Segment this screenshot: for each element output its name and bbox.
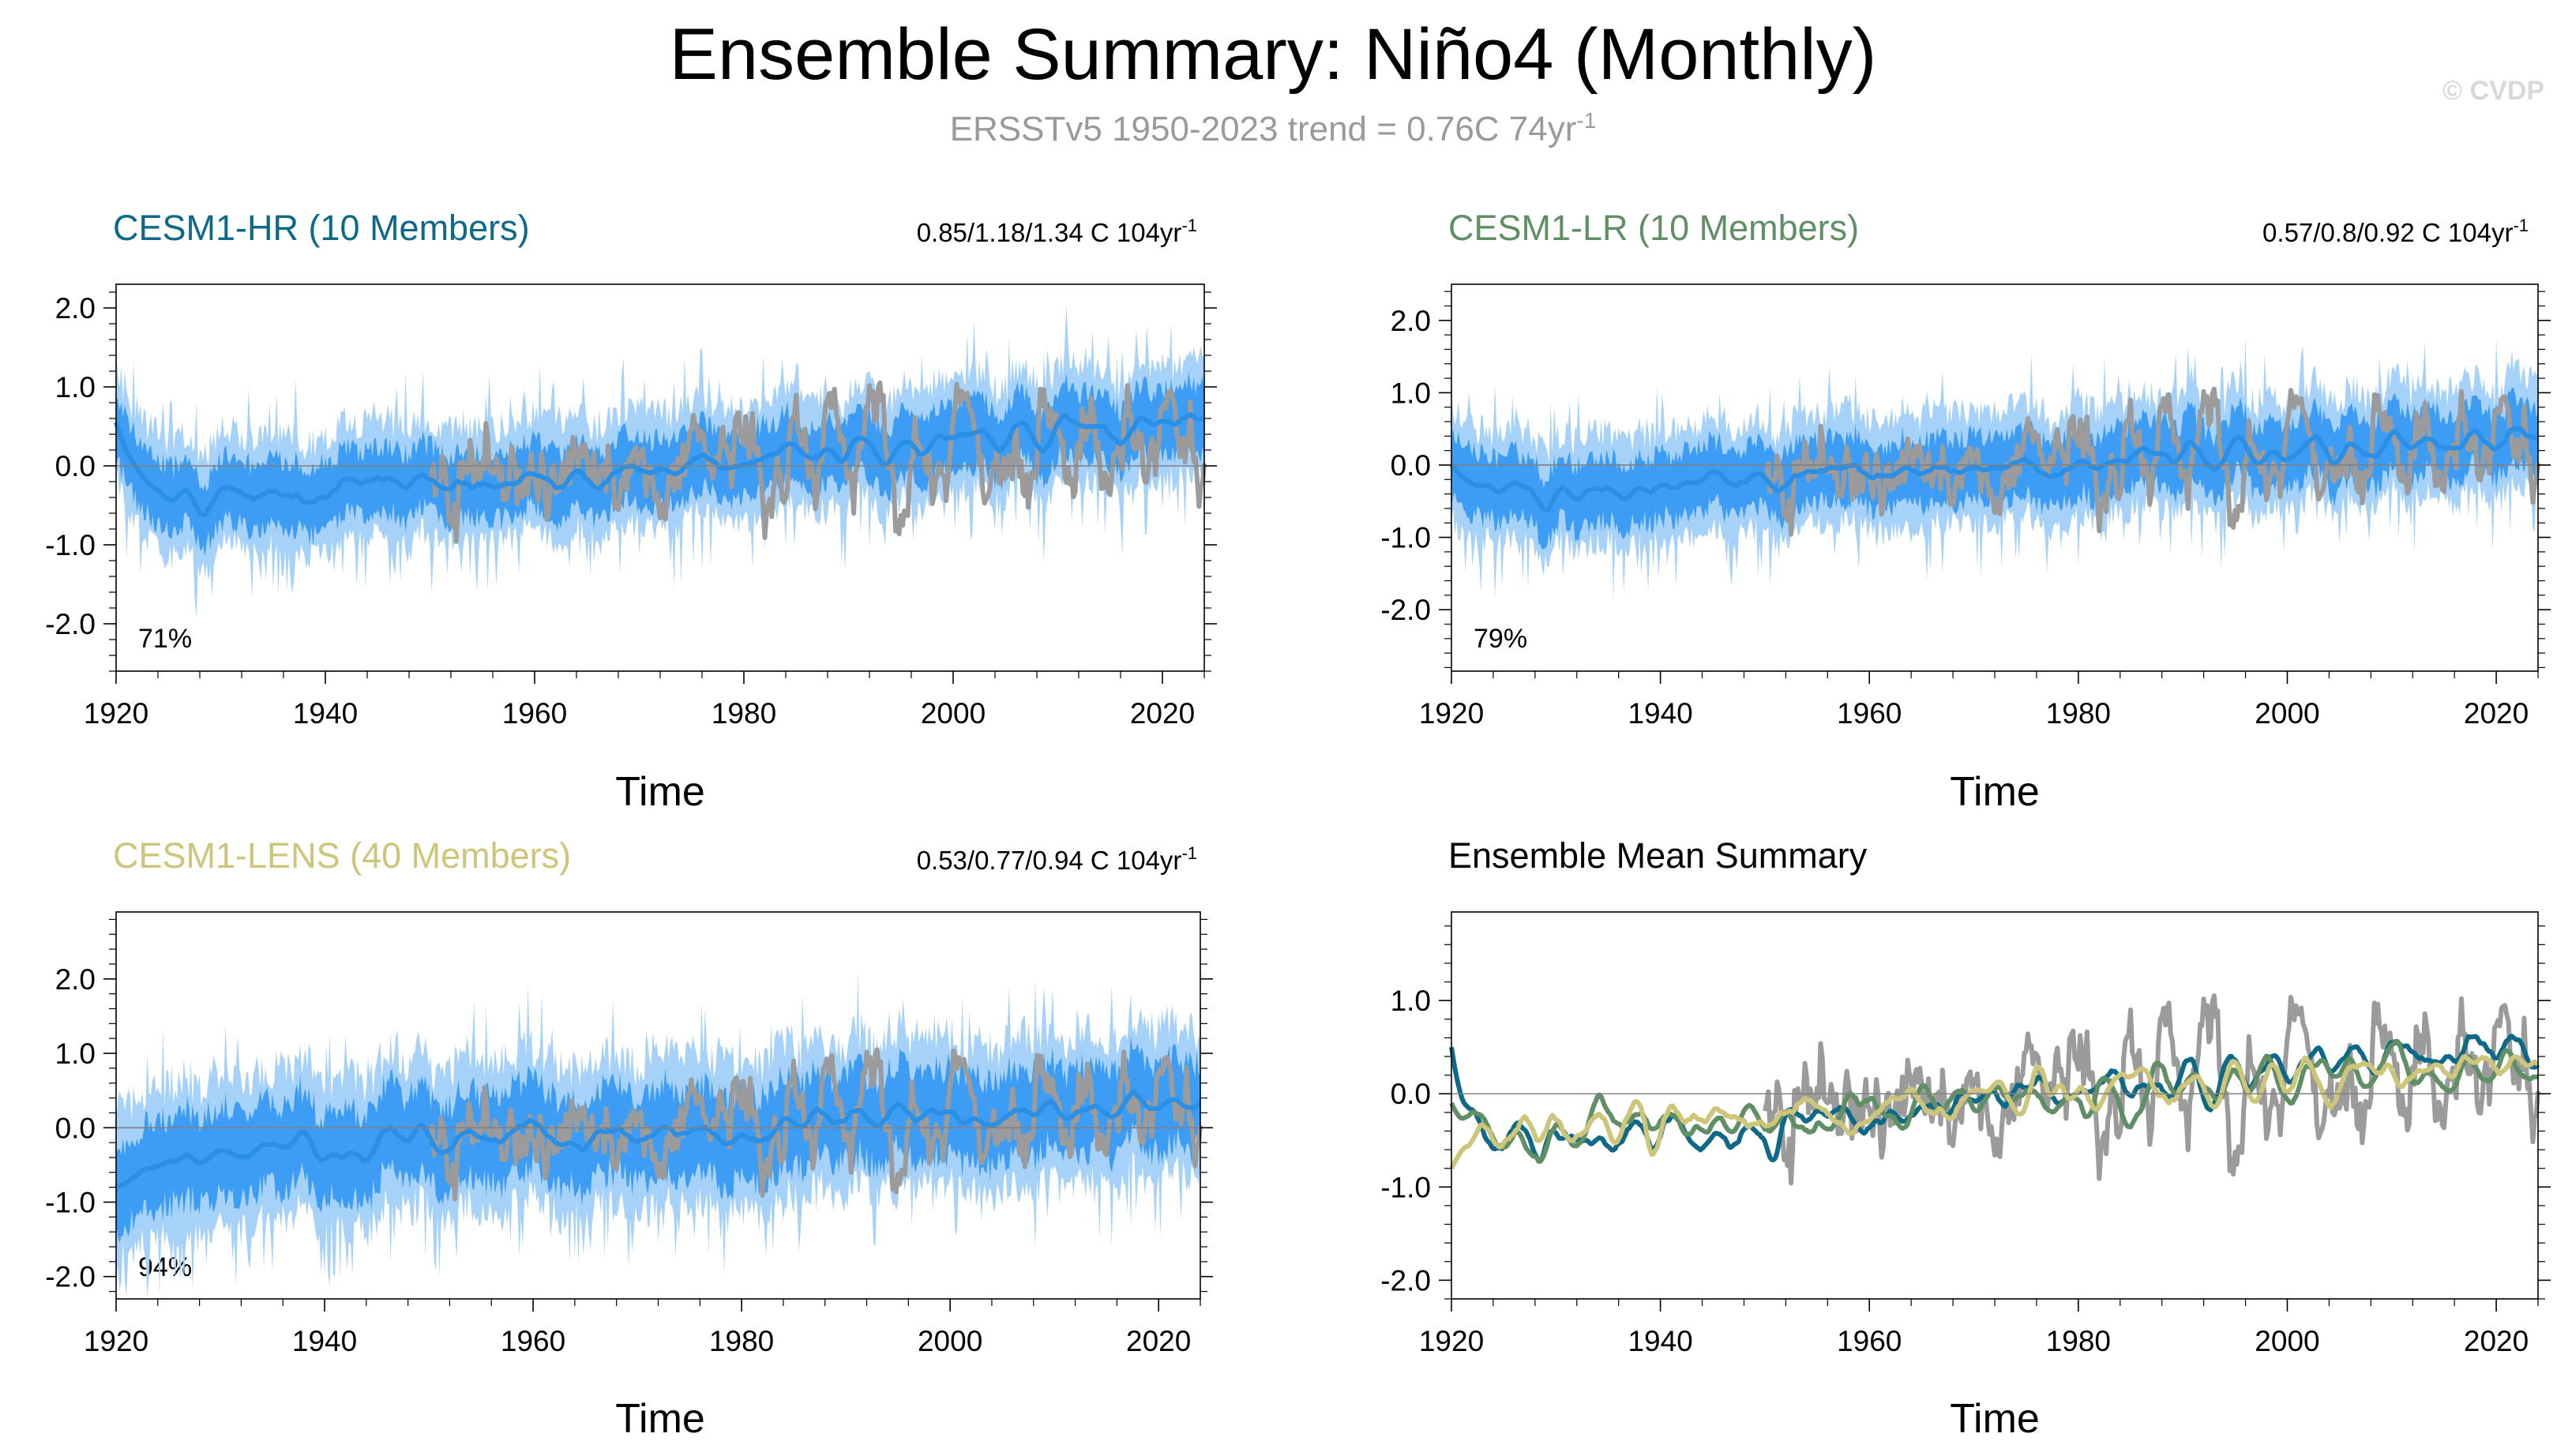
x-tick-label: 2000 (921, 697, 986, 730)
ensemble-mean-line-cesm1-lr (1449, 1038, 2539, 1164)
percent-label: 71% (138, 624, 192, 654)
panel-cesm1-hr: CESM1-HR (10 Members) 0.85/1.18/1.34 C 1… (45, 208, 1217, 815)
observed-series-line (426, 1047, 1203, 1202)
y-tick-label: 1.0 (55, 1038, 96, 1070)
figure-subtitle: ERSSTv5 1950-2023 trend = 0.76C 74yr-1 (950, 108, 1597, 148)
x-tick-label: 2020 (2464, 1325, 2529, 1357)
x-tick-label: 1940 (293, 697, 358, 730)
x-tick-label: 2000 (2255, 1325, 2319, 1357)
trend-text: 0.85/1.18/1.34 C 104yr (917, 218, 1182, 247)
y-tick-label: 0.0 (55, 1112, 96, 1144)
x-tick-label: 1920 (1419, 1325, 1484, 1357)
figure-title: Ensemble Summary: Niño4 (Monthly) (670, 14, 1877, 95)
y-tick-label: 2.0 (55, 292, 96, 325)
plot-area: 1920 1940 1960 1980 2000 2020 2.0 1.0 0.0 -1.0 -2.… (45, 911, 1213, 1357)
x-tick-label: 1960 (501, 1325, 565, 1357)
x-tick-label: 1960 (1837, 697, 1902, 730)
trend-superscript: -1 (1181, 216, 1197, 235)
trend-label: 0.53/0.77/0.94 C 104yr-1 (917, 843, 1197, 875)
y-tick-label: 1.0 (1391, 377, 1431, 409)
x-axis-title: Time (1950, 1396, 2040, 1442)
x-tick-label: 2020 (1126, 1325, 1191, 1357)
x-axis-title: Time (615, 1396, 705, 1442)
x-tick-label: 1940 (1628, 1325, 1692, 1357)
panel-title: Ensemble Mean Summary (1448, 835, 1868, 876)
observed-series-line (1762, 993, 2540, 1186)
x-tick-label: 1980 (712, 697, 776, 730)
plot-area: 1920 1940 1960 1980 2000 2020 2.0 1.0 0.0 -1.0 -2.… (1380, 283, 2551, 730)
x-tick-label: 1980 (2046, 697, 2111, 730)
x-axis-title: Time (1950, 769, 2040, 815)
panel-ensemble-mean-summary: Ensemble Mean Summary Time 1920 1940 1960 1… (1380, 835, 2551, 1442)
panel-title: CESM1-LENS (40 Members) (113, 835, 571, 876)
y-tick-label: -2.0 (45, 608, 96, 640)
panel-title: CESM1-LR (10 Members) (1448, 208, 1859, 248)
x-tick-label: 1920 (1419, 697, 1484, 730)
trend-text: 0.53/0.77/0.94 C 104yr (917, 846, 1182, 875)
panel-cesm1-lens: CESM1-LENS (40 Members) 0.53/0.77/0.94 C… (45, 835, 1213, 1442)
x-tick-label: 1940 (292, 1325, 357, 1357)
plot-area: 1920 1940 1960 1980 2000 2020 1.0 0.0 -1.0 -2.0 (1380, 911, 2551, 1357)
x-tick-label: 1960 (1837, 1325, 1902, 1357)
y-tick-label: 0.0 (1391, 449, 1431, 482)
y-tick-label: 2.0 (1391, 305, 1431, 337)
y-tick-label: -1.0 (1380, 1171, 1431, 1203)
ensemble-mean-line-cesm1-hr (1449, 1034, 2540, 1164)
trend-label: 0.57/0.8/0.92 C 104yr-1 (2262, 216, 2529, 247)
x-tick-label: 1920 (84, 1325, 148, 1357)
x-tick-label: 2020 (2464, 697, 2529, 730)
ensemble-mean-line (114, 412, 1206, 518)
panel-title: CESM1-HR (10 Members) (113, 208, 530, 248)
ensemble-mean-line (115, 1089, 1201, 1190)
trend-text: 0.57/0.8/0.92 C 104yr (2262, 218, 2513, 247)
subtitle-text: ERSSTv5 1950-2023 trend = 0.76C 74yr (950, 110, 1577, 148)
y-tick-label: -1.0 (1380, 522, 1431, 554)
x-tick-label: 1960 (502, 697, 567, 730)
y-tick-label: -1.0 (45, 529, 96, 561)
x-axis-title: Time (615, 769, 705, 815)
x-tick-label: 1980 (709, 1325, 774, 1357)
y-tick-label: 1.0 (55, 371, 96, 403)
observed-series-line (1763, 386, 2540, 537)
y-tick-label: 0.0 (1391, 1078, 1431, 1110)
y-tick-label: 2.0 (55, 963, 96, 996)
x-tick-label: 2020 (1130, 697, 1195, 730)
x-tick-label: 1940 (1628, 697, 1692, 730)
subtitle-superscript: -1 (1576, 108, 1596, 133)
cvdp-watermark: © CVDP (2442, 76, 2544, 106)
percent-label: 79% (1474, 624, 1527, 654)
x-tick-label: 1920 (84, 697, 148, 730)
y-tick-label: 0.0 (55, 450, 96, 482)
trend-label: 0.85/1.18/1.34 C 104yr-1 (917, 216, 1197, 247)
ensemble-mean-line-cesm1-lens (1449, 1053, 2539, 1170)
ensemble-10-90-range (116, 1035, 1200, 1243)
x-tick-label: 2000 (918, 1325, 982, 1357)
ensemble-10-90-range (116, 370, 1204, 557)
panel-cesm1-lr: CESM1-LR (10 Members) 0.57/0.8/0.92 C 10… (1380, 208, 2551, 815)
x-tick-label: 1980 (2046, 1325, 2111, 1357)
plot-frame (1451, 911, 2539, 1300)
trend-superscript: -1 (1181, 843, 1197, 863)
ensemble-mean-line (1449, 426, 2540, 513)
y-tick-label: -2.0 (1380, 594, 1431, 626)
y-tick-label: -1.0 (45, 1187, 96, 1219)
y-tick-label: -2.0 (45, 1261, 96, 1293)
observed-series-line (427, 380, 1207, 544)
x-tick-label: 2000 (2255, 697, 2319, 730)
plot-area: 1920 1940 1960 1980 2000 2020 2.0 1.0 0.0 -1.0 -2.… (45, 283, 1217, 730)
y-tick-label: 1.0 (1391, 985, 1431, 1017)
y-tick-label: -2.0 (1380, 1264, 1431, 1297)
trend-superscript: -1 (2513, 216, 2529, 235)
